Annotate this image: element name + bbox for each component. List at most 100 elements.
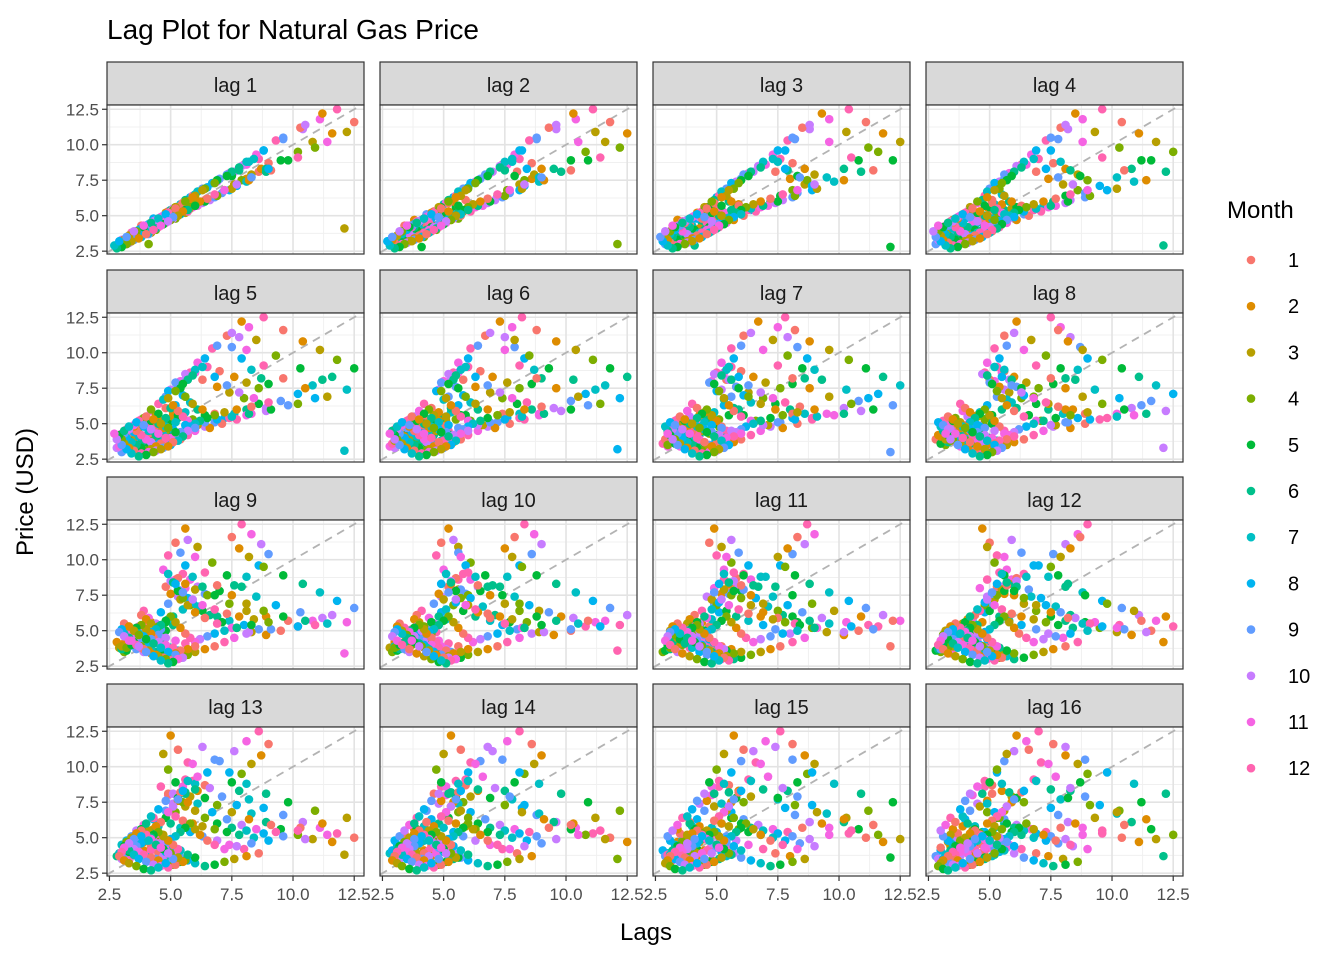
data-point bbox=[422, 419, 431, 428]
data-point bbox=[1031, 624, 1041, 634]
data-point bbox=[283, 400, 293, 410]
data-point bbox=[227, 807, 237, 817]
data-point bbox=[227, 342, 237, 352]
data-point bbox=[595, 826, 605, 835]
data-point bbox=[997, 178, 1007, 188]
panel-strip-label: lag 14 bbox=[481, 697, 536, 719]
data-point bbox=[990, 600, 999, 610]
data-point bbox=[1029, 419, 1038, 428]
panel-strip-label: lag 3 bbox=[760, 75, 803, 97]
data-point bbox=[129, 226, 139, 236]
data-point bbox=[729, 731, 739, 740]
data-point bbox=[539, 814, 549, 824]
data-point bbox=[171, 378, 180, 387]
data-point bbox=[955, 805, 965, 814]
data-point bbox=[1141, 175, 1151, 185]
data-point bbox=[1141, 814, 1151, 824]
data-point bbox=[1129, 606, 1139, 616]
data-point bbox=[225, 768, 234, 777]
data-point bbox=[507, 154, 517, 164]
data-point bbox=[247, 839, 256, 848]
data-point bbox=[975, 432, 985, 441]
data-point bbox=[702, 647, 712, 657]
data-point bbox=[149, 415, 158, 424]
data-point bbox=[822, 809, 832, 818]
data-point bbox=[114, 236, 124, 246]
data-point bbox=[454, 623, 463, 633]
data-point bbox=[417, 242, 426, 252]
data-point bbox=[700, 806, 709, 816]
y-tick-label: 12.5 bbox=[66, 515, 99, 534]
data-point bbox=[461, 362, 470, 372]
data-point bbox=[139, 420, 149, 430]
data-point bbox=[183, 644, 193, 654]
data-point bbox=[756, 572, 765, 582]
data-point bbox=[805, 834, 814, 844]
data-point bbox=[798, 364, 807, 373]
data-point bbox=[595, 153, 605, 162]
panel-border bbox=[652, 519, 911, 670]
data-point bbox=[512, 399, 522, 409]
data-point bbox=[798, 607, 807, 617]
panel-lag-1: lag 12.55.07.510.012.5 bbox=[66, 61, 365, 261]
data-point bbox=[308, 834, 317, 844]
data-point bbox=[412, 425, 422, 434]
data-point bbox=[134, 234, 144, 243]
data-point bbox=[500, 800, 510, 810]
data-point bbox=[960, 796, 970, 806]
data-point bbox=[798, 123, 807, 133]
data-point bbox=[500, 786, 510, 796]
data-point bbox=[588, 596, 598, 606]
data-point bbox=[968, 204, 977, 213]
data-point bbox=[1112, 807, 1122, 817]
data-point bbox=[736, 786, 746, 796]
data-point bbox=[1017, 830, 1026, 840]
data-point bbox=[588, 105, 598, 114]
data-point bbox=[980, 221, 990, 230]
data-point bbox=[1019, 853, 1029, 862]
data-point bbox=[173, 406, 183, 416]
data-point bbox=[719, 749, 729, 759]
data-point bbox=[685, 214, 695, 223]
data-point bbox=[349, 364, 359, 373]
data-point bbox=[439, 823, 448, 833]
panel-border bbox=[106, 519, 365, 670]
data-point bbox=[729, 406, 739, 416]
data-point bbox=[298, 579, 308, 589]
data-point bbox=[844, 355, 854, 365]
legend-swatch bbox=[1246, 394, 1256, 403]
data-point bbox=[692, 814, 702, 824]
data-point bbox=[771, 167, 780, 176]
x-tick-label: 10.0 bbox=[549, 885, 582, 904]
data-point bbox=[493, 629, 502, 638]
data-point bbox=[805, 120, 814, 130]
data-point bbox=[436, 796, 446, 806]
data-point bbox=[436, 843, 446, 852]
data-point bbox=[975, 583, 985, 593]
data-point bbox=[434, 789, 444, 798]
data-point bbox=[171, 579, 180, 589]
legend-swatch bbox=[1246, 625, 1256, 634]
data-point bbox=[846, 153, 856, 162]
data-point bbox=[1009, 795, 1019, 804]
data-point bbox=[242, 736, 251, 746]
data-point bbox=[982, 542, 992, 552]
data-point bbox=[483, 861, 492, 871]
data-point bbox=[943, 649, 953, 658]
data-point bbox=[714, 579, 724, 589]
data-point bbox=[515, 383, 524, 393]
legend-label: 1 bbox=[1288, 250, 1299, 272]
data-point bbox=[1159, 851, 1168, 861]
data-point bbox=[529, 365, 539, 375]
data-point bbox=[254, 383, 264, 393]
data-point bbox=[1083, 844, 1092, 854]
data-point bbox=[886, 242, 895, 252]
y-tick-label: 7.5 bbox=[75, 379, 99, 398]
data-point bbox=[1007, 609, 1016, 618]
data-point bbox=[788, 739, 797, 749]
data-point bbox=[166, 589, 175, 599]
data-point bbox=[212, 619, 222, 628]
data-point bbox=[409, 819, 419, 828]
data-point bbox=[537, 751, 546, 760]
data-point bbox=[1085, 800, 1095, 810]
